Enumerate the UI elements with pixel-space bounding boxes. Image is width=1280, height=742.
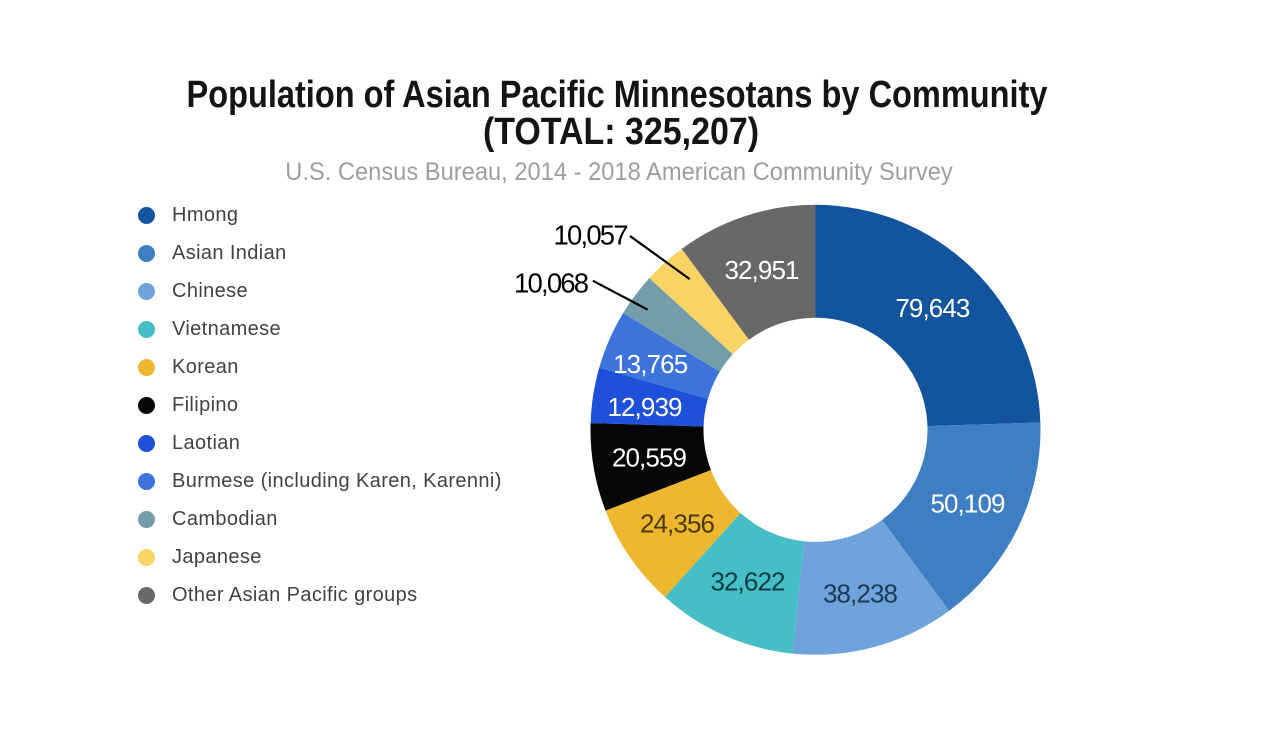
svg-text:79,643: 79,643: [895, 293, 970, 323]
svg-text:24,356: 24,356: [640, 509, 715, 539]
svg-text:20,559: 20,559: [612, 443, 687, 473]
svg-text:10,057: 10,057: [553, 219, 627, 250]
svg-text:32,951: 32,951: [724, 255, 799, 285]
svg-text:32,622: 32,622: [710, 567, 785, 597]
svg-text:38,238: 38,238: [823, 579, 898, 609]
svg-text:13,765: 13,765: [613, 349, 688, 379]
svg-text:10,068: 10,068: [514, 267, 589, 298]
svg-text:50,109: 50,109: [930, 489, 1005, 519]
svg-text:12,939: 12,939: [607, 392, 682, 422]
